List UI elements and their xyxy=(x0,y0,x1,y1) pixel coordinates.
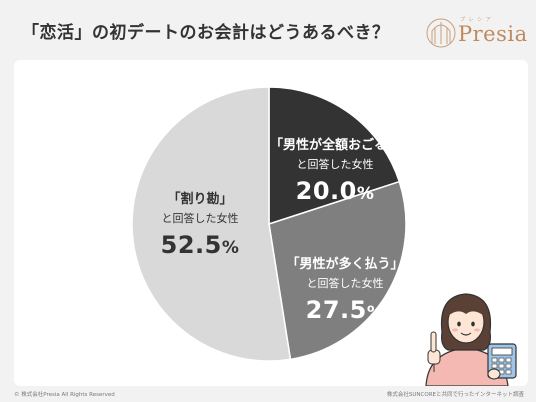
percent-value: 52.5 xyxy=(160,231,222,259)
slice-man-pays-more xyxy=(268,180,407,361)
slice-label-man-pays-more: 「男性が多く払う」 と回答した女性 27.5% xyxy=(286,257,404,324)
slice-full-treat xyxy=(268,86,401,226)
chart-card: 「男性が全額おごる」 と回答した女性 20.0% 「男性が多く払う」 と回答した… xyxy=(14,60,528,386)
logo-emblem xyxy=(426,18,456,48)
pie-chart xyxy=(131,86,517,386)
logo-wordmark: Presia xyxy=(458,22,528,46)
slice-split xyxy=(131,86,292,362)
page-title: 「恋活」の初デートのお会計はどうあるべき？ xyxy=(22,23,390,43)
slice-label-split: 「割り勘」 と回答した女性 52.5% xyxy=(160,192,240,259)
percent-sign: % xyxy=(221,238,240,258)
survey-source: 株式会社SUNCOREと共同で行ったインターネット調査 xyxy=(386,392,524,398)
illustration-woman-calculator xyxy=(425,293,517,386)
percent-value: 20.0 xyxy=(295,177,357,205)
copyright: © 株式会社Presia All Rights Reserved xyxy=(14,392,115,398)
slice-label-full-treat: 「男性が全額おごる」 と回答した女性 20.0% xyxy=(269,138,401,205)
percent-sign: % xyxy=(356,184,375,204)
percent-value: 27.5 xyxy=(305,296,367,324)
logo-subtext: プ レ シ ア xyxy=(460,17,492,23)
percent-sign: % xyxy=(366,303,385,323)
